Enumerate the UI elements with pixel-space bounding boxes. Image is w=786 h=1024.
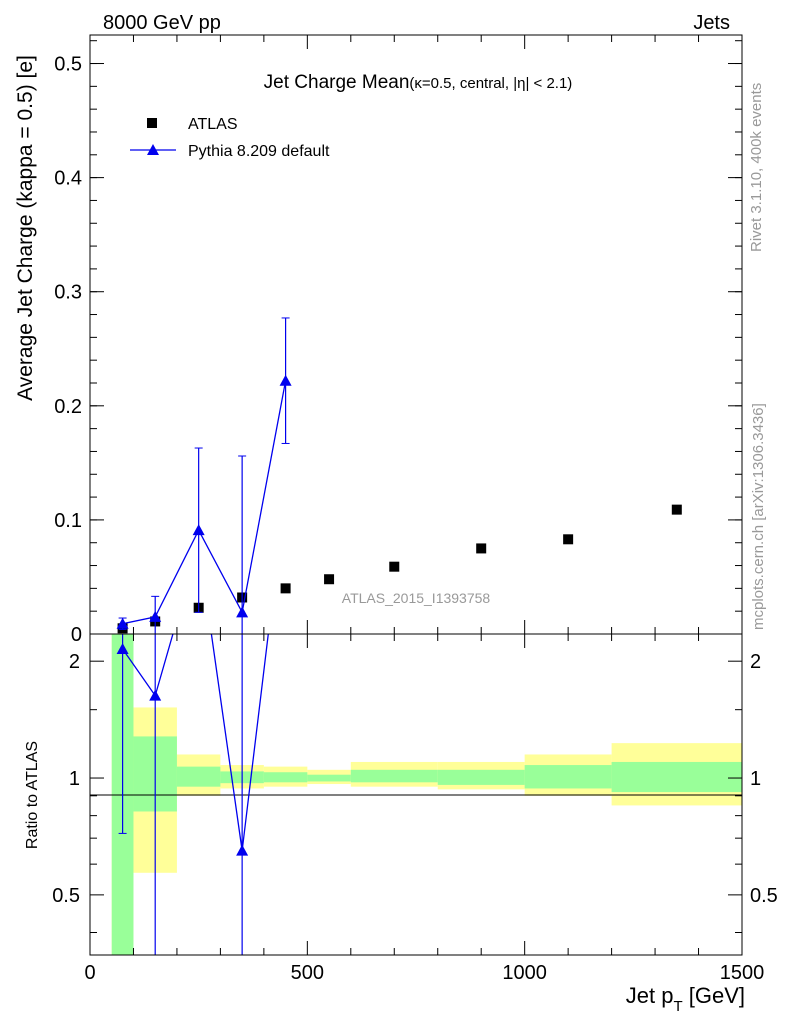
atlas-data-point xyxy=(389,561,400,572)
legend-atlas-label: ATLAS xyxy=(188,116,238,133)
atlas-data-point xyxy=(476,543,487,554)
ratio-band-inner xyxy=(263,772,308,783)
pythia-ratio-line xyxy=(122,634,269,851)
main-y-ticks: 0 0.1 0.2 0.3 0.4 0.5 xyxy=(54,40,742,646)
main-y-tick-label: 0.1 xyxy=(54,510,82,532)
main-y-tick-label: 0 xyxy=(71,624,82,646)
atlas-data-point xyxy=(671,504,682,515)
chart-subtitle: (κ=0.5, central, |η| < 2.1) xyxy=(409,75,572,92)
ratio-plot-frame xyxy=(89,633,743,956)
ratio-band-inner xyxy=(176,766,221,787)
pythia-ratio-point xyxy=(149,689,162,701)
legend: ATLAS Pythia 8.209 default xyxy=(130,116,330,160)
ratio-clipped-group xyxy=(116,634,269,955)
ratio-x-tick-label: 500 xyxy=(291,962,324,984)
header-right-label: Jets xyxy=(693,12,730,34)
main-plot: 0 0.1 0.2 0.3 0.4 0.5 Average Jet Charge (kap… xyxy=(14,34,743,646)
ratio-y-tick-label-right: 1 xyxy=(750,768,761,790)
header-left-label: 8000 GeV pp xyxy=(103,12,221,34)
pythia-data-point xyxy=(279,374,292,386)
ratio-data-marks xyxy=(116,634,269,955)
legend-pythia-marker xyxy=(147,144,159,155)
ratio-band-inner xyxy=(350,769,438,783)
main-x-ticks xyxy=(89,35,743,634)
mcplots-label: mcplots.cern.ch [arXiv:1306.3436] xyxy=(750,403,767,630)
chart-title: Jet Charge Mean(κ=0.5, central, |η| < 2.… xyxy=(264,72,573,93)
main-y-tick-label: 0.4 xyxy=(54,168,82,190)
x-axis-label: Jet pT [GeV] xyxy=(626,983,745,1015)
analysis-watermark: ATLAS_2015_I1393758 xyxy=(342,590,491,606)
ratio-x-tick-label: 0 xyxy=(84,962,95,984)
ratio-y-axis-label: Ratio to ATLAS xyxy=(24,741,41,849)
pythia-line xyxy=(122,380,287,625)
ratio-band-inner xyxy=(611,761,742,793)
chart-title-main: Jet Charge Mean xyxy=(264,72,410,93)
main-y-tick-label: 0.2 xyxy=(54,396,82,418)
ratio-y-tick-label: 0.5 xyxy=(52,885,80,907)
ratio-x-ticks: 0 500 1000 1500 xyxy=(84,634,764,984)
pythia-data-point xyxy=(236,606,249,618)
ratio-band-inner xyxy=(437,769,525,785)
pythia-ratio-point xyxy=(236,844,249,856)
ratio-x-tick-label: 1000 xyxy=(502,962,547,984)
pythia-data-point xyxy=(149,610,162,622)
ratio-y-tick-label: 1 xyxy=(69,768,80,790)
ratio-y-ticks: 0.5 0.5 1 1 2 2 xyxy=(52,651,778,933)
ratio-y-tick-label: 2 xyxy=(69,651,80,673)
ratio-band-inner xyxy=(524,765,612,789)
legend-atlas-marker xyxy=(147,118,157,128)
pythia-data-point xyxy=(116,617,129,629)
ratio-y-tick-label-right: 0.5 xyxy=(750,885,778,907)
main-y-axis-label: Average Jet Charge (kappa = 0.5) [e] xyxy=(14,55,37,401)
main-data-marks xyxy=(116,317,682,634)
atlas-data-point xyxy=(324,574,335,585)
ratio-band-inner xyxy=(307,774,351,782)
ratio-x-tick-label: 1500 xyxy=(720,962,765,984)
ratio-plot: 0.5 0.5 1 1 2 2 0 500 1000 1500 Ratio to ATLAS J… xyxy=(24,633,778,1015)
ratio-y-tick-label-right: 2 xyxy=(750,651,761,673)
main-y-tick-label: 0.5 xyxy=(54,54,82,76)
legend-pythia-label: Pythia 8.209 default xyxy=(188,143,330,160)
atlas-data-point xyxy=(563,534,574,545)
pythia-data-point xyxy=(192,524,205,536)
atlas-data-point xyxy=(280,583,291,594)
main-y-tick-label: 0.3 xyxy=(54,282,82,304)
pythia-ratio-point xyxy=(116,642,129,654)
rivet-version-label: Rivet 3.1.10, 400k events xyxy=(748,83,765,252)
